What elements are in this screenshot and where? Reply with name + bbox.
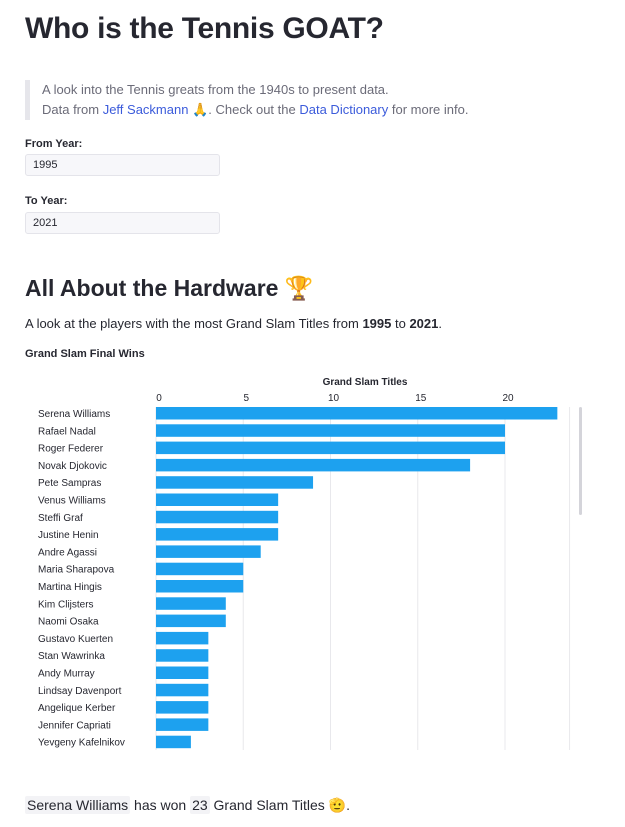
from-year-input[interactable] (25, 154, 220, 176)
y-category-label: Angelique Kerber (38, 703, 116, 714)
grand-slam-bar-chart: 0 5 10 15 20 Grand Slam Titles Serena Willia… (38, 377, 582, 750)
section-title-text: All About the Hardware (25, 275, 279, 301)
bar[interactable] (156, 458, 471, 472)
jeff-sackmann-link[interactable]: Jeff Sackmann (102, 102, 189, 117)
bar[interactable] (156, 701, 209, 714)
trophy-icon: 🏆 (284, 275, 314, 301)
summary-period: . (346, 797, 351, 813)
from-year-label: From Year: (25, 138, 83, 150)
y-category-label: Stan Wawrinka (38, 651, 105, 662)
chart-bars (156, 407, 558, 749)
summary-suffix: Grand Slam Titles (213, 797, 325, 813)
x-tick-label: 0 (156, 393, 162, 404)
bar[interactable] (156, 718, 209, 731)
y-category-label: Kim Clijsters (38, 599, 94, 610)
y-category-label: Naomi Osaka (38, 617, 99, 628)
bar[interactable] (156, 597, 226, 610)
x-axis-ticks: 0 5 10 15 20 (156, 393, 514, 404)
intro-line-2: Data from Jeff Sackmann 🙏. Check out the… (42, 100, 602, 120)
summary-count: 23 (190, 796, 210, 814)
y-category-label: Yevgeny Kafelnikov (38, 738, 125, 749)
bar[interactable] (156, 649, 209, 662)
summary-sentence: Serena Williams has won 23 Grand Slam Ti… (25, 796, 351, 814)
pray-emoji-icon: 🙏 (192, 102, 209, 117)
y-category-label: Steffi Graf (38, 513, 83, 524)
bar[interactable] (156, 493, 279, 507)
bar[interactable] (156, 424, 505, 437)
y-category-label: Novak Djokovic (38, 461, 107, 472)
x-tick-label: 10 (328, 393, 340, 404)
bar[interactable] (156, 580, 244, 593)
x-tick-label: 15 (415, 393, 427, 404)
data-dictionary-link[interactable]: Data Dictionary (299, 102, 389, 117)
section-title: All About the Hardware 🏆 (25, 275, 313, 302)
bar[interactable] (156, 476, 314, 489)
y-category-label: Jennifer Capriati (38, 720, 111, 731)
y-category-label: Serena Williams (38, 409, 110, 420)
chart-scrollbar[interactable] (579, 407, 582, 515)
bar[interactable] (156, 528, 279, 541)
to-year-highlight: 2021 (409, 316, 439, 331)
y-category-label: Gustavo Kuerten (38, 634, 113, 645)
summary-player: Serena Williams (25, 796, 131, 814)
y-category-label: Venus Williams (38, 496, 106, 507)
bar[interactable] (156, 441, 505, 455)
intro-prefix: Data from (42, 102, 100, 117)
y-category-label: Andre Agassi (38, 547, 97, 558)
y-category-label: Andy Murray (38, 669, 95, 680)
y-category-label: Pete Sampras (38, 478, 101, 489)
summary-has-won: has won (134, 797, 187, 813)
bar[interactable] (156, 510, 279, 524)
bar[interactable] (156, 545, 261, 558)
x-axis-title: Grand Slam Titles (323, 377, 408, 388)
bar[interactable] (156, 683, 209, 697)
y-category-label: Justine Henin (38, 530, 99, 541)
bar[interactable] (156, 735, 191, 749)
bar[interactable] (156, 631, 209, 645)
bar[interactable] (156, 407, 558, 420)
bar[interactable] (156, 614, 226, 628)
y-category-label: Rafael Nadal (38, 426, 96, 437)
chart-grid (155, 407, 571, 750)
y-category-label: Maria Sharapova (38, 565, 115, 576)
x-tick-label: 5 (243, 393, 249, 404)
y-category-label: Lindsay Davenport (38, 686, 122, 697)
saluting-face-icon: 🫡 (328, 797, 347, 813)
y-category-label: Martina Hingis (38, 582, 102, 593)
to-year-input[interactable] (25, 212, 220, 234)
to-year-label: To Year: (25, 195, 68, 207)
bar[interactable] (156, 666, 209, 680)
bar[interactable] (156, 562, 244, 576)
y-category-label: Roger Federer (38, 444, 104, 455)
intro-blockquote: A look into the Tennis greats from the 1… (25, 80, 602, 120)
intro-line-1: A look into the Tennis greats from the 1… (42, 82, 389, 97)
from-year-highlight: 1995 (362, 316, 392, 331)
section-desc-prefix: A look at the players with the most Gran… (25, 316, 359, 331)
page-title: Who is the Tennis GOAT? (25, 12, 384, 45)
intro-suffix: for more info. (391, 102, 469, 117)
section-description: A look at the players with the most Gran… (25, 316, 442, 331)
intro-middle: . Check out the (208, 102, 296, 117)
x-tick-label: 20 (502, 393, 514, 404)
section-desc-to: to (394, 316, 406, 331)
chart-caption: Grand Slam Final Wins (25, 348, 145, 360)
y-axis-categories: Serena Williams Rafael Nadal Roger Federer… (38, 409, 125, 749)
